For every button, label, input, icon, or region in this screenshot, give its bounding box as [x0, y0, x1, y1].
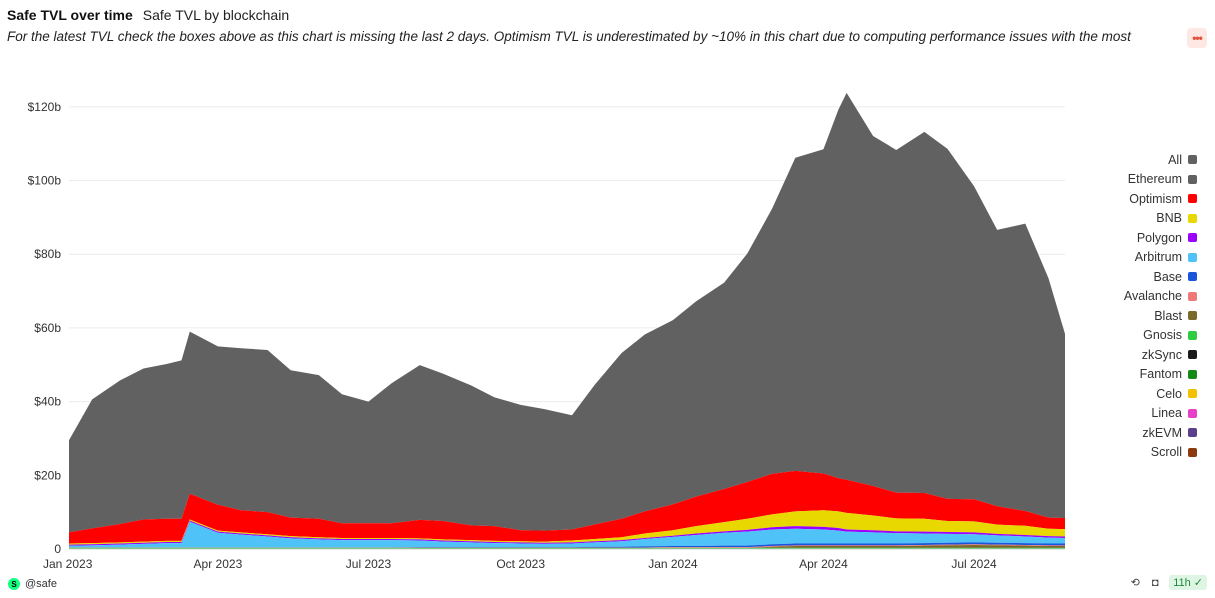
legend-item-linea[interactable]: Linea	[1124, 404, 1197, 424]
legend-item-blast[interactable]: Blast	[1124, 306, 1197, 326]
legend-item-polygon[interactable]: Polygon	[1124, 228, 1197, 248]
more-options-button[interactable]: •••	[1187, 28, 1207, 48]
area-series-polygon	[69, 520, 1065, 546]
legend-swatch	[1188, 389, 1197, 399]
area-series-base	[69, 542, 1065, 548]
legend-swatch	[1188, 272, 1197, 282]
legend-item-optimism[interactable]: Optimism	[1124, 189, 1197, 209]
area-series-blast	[69, 544, 1065, 548]
legend-swatch	[1188, 291, 1197, 301]
legend-swatch	[1188, 233, 1197, 243]
x-tick-label: Jan 2023	[43, 557, 93, 571]
legend-label: Gnosis	[1143, 328, 1182, 343]
y-tick-label: 0	[54, 542, 61, 556]
y-tick-label: $60b	[34, 321, 61, 335]
area-series-gnosis	[69, 547, 1065, 549]
legend-item-zksync[interactable]: zkSync	[1124, 345, 1197, 365]
legend-label: Linea	[1151, 406, 1182, 421]
chart-title: Safe TVL over time	[7, 7, 133, 23]
legend-label: Polygon	[1136, 230, 1182, 245]
legend-item-celo[interactable]: Celo	[1124, 384, 1197, 404]
area-series-arbitrum	[69, 521, 1065, 548]
area-series-bnb	[69, 510, 1065, 545]
camera-icon[interactable]: ◘	[1151, 576, 1159, 589]
legend-label: All	[1168, 152, 1182, 167]
refresh-age: 11h	[1173, 576, 1191, 589]
legend-item-scroll[interactable]: Scroll	[1124, 443, 1197, 463]
x-tick-label: Jan 2024	[648, 557, 698, 571]
legend-swatch	[1188, 350, 1197, 360]
x-tick-label: Jul 2024	[951, 557, 997, 571]
y-tick-label: $80b	[34, 247, 61, 261]
check-circle-icon: ✓	[1193, 577, 1203, 589]
legend-swatch	[1188, 311, 1197, 321]
x-tick-label: Oct 2023	[496, 557, 545, 571]
legend-swatch	[1188, 174, 1197, 184]
chart-description: For the latest TVL check the boxes above…	[7, 29, 1131, 44]
y-tick-label: $20b	[34, 468, 61, 482]
chart-legend: All Ethereum Optimism BNB Polygon Arbitrum Bas…	[1124, 150, 1197, 462]
legend-label: Scroll	[1150, 445, 1182, 460]
legend-item-bnb[interactable]: BNB	[1124, 209, 1197, 229]
legend-label: zkSync	[1141, 347, 1182, 362]
footer-actions: ⟲ ◘ 11h ✓	[1129, 575, 1207, 590]
legend-swatch	[1188, 428, 1197, 438]
legend-item-ethereum[interactable]: Ethereum	[1124, 170, 1197, 190]
legend-item-avalanche[interactable]: Avalanche	[1124, 287, 1197, 307]
legend-label: Blast	[1154, 308, 1182, 323]
chart-header: Safe TVL over time Safe TVL by blockchai…	[7, 7, 1207, 47]
legend-label: BNB	[1156, 211, 1182, 226]
owner-handle[interactable]: @safe	[25, 578, 57, 590]
legend-item-fantom[interactable]: Fantom	[1124, 365, 1197, 385]
legend-swatch	[1188, 447, 1197, 457]
legend-label: Avalanche	[1123, 289, 1182, 304]
y-tick-label: $40b	[34, 395, 61, 409]
chart-footer: S @safe	[8, 578, 57, 590]
legend-item-gnosis[interactable]: Gnosis	[1124, 326, 1197, 346]
legend-swatch	[1188, 213, 1197, 223]
legend-swatch	[1188, 252, 1197, 262]
area-series-ethereum	[69, 92, 1065, 533]
chart-tab-label[interactable]: Safe TVL by blockchain	[142, 7, 290, 23]
x-tick-label: Apr 2024	[799, 557, 848, 571]
area-series-optimism	[69, 470, 1065, 544]
legend-swatch	[1188, 408, 1197, 418]
legend-item-zkevm[interactable]: zkEVM	[1124, 423, 1197, 443]
legend-label: Optimism	[1129, 191, 1182, 206]
legend-item-arbitrum[interactable]: Arbitrum	[1124, 248, 1197, 268]
y-tick-label: $100b	[28, 174, 62, 188]
legend-item-base[interactable]: Base	[1124, 267, 1197, 287]
legend-item-all[interactable]: All	[1124, 150, 1197, 170]
refresh-age-badge[interactable]: 11h ✓	[1169, 575, 1207, 590]
legend-swatch	[1188, 369, 1197, 379]
more-dots-icon: •••	[1192, 31, 1203, 45]
y-tick-label: $120b	[28, 100, 62, 114]
x-tick-label: Jul 2023	[346, 557, 392, 571]
safe-logo-icon: S	[8, 578, 20, 590]
refresh-icon[interactable]: ⟲	[1130, 577, 1140, 589]
legend-label: Fantom	[1139, 367, 1182, 382]
legend-label: Celo	[1156, 386, 1182, 401]
legend-label: Arbitrum	[1134, 250, 1182, 265]
legend-swatch	[1188, 155, 1197, 165]
x-tick-label: Apr 2023	[194, 557, 243, 571]
legend-swatch	[1188, 330, 1197, 340]
legend-label: zkEVM	[1142, 425, 1182, 440]
legend-swatch	[1188, 194, 1197, 204]
legend-label: Ethereum	[1127, 172, 1182, 187]
legend-label: Base	[1153, 269, 1183, 284]
